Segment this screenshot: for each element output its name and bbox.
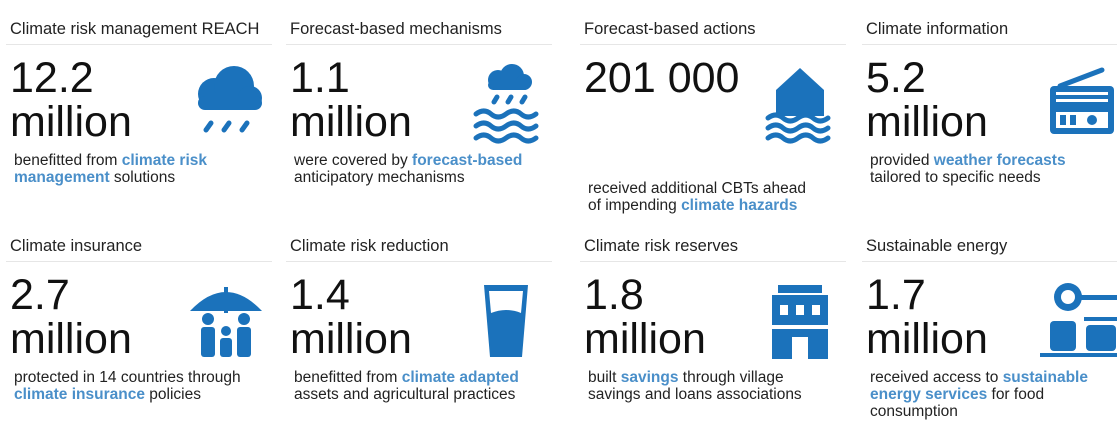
figure-value: 12.2	[10, 54, 94, 102]
text: received additional CBTs ahead of impend…	[588, 180, 806, 214]
stat-card: Climate information 5.2 million provided we…	[862, 0, 1117, 216]
text: received access to	[870, 369, 1003, 386]
stat-card: Climate insurance 2.7 million protected in …	[6, 217, 278, 433]
text: were covered by	[294, 152, 413, 169]
card-title: Forecast-based actions	[580, 14, 846, 45]
figure: 1.1 million	[290, 56, 412, 144]
text: for food consumption	[870, 386, 1045, 420]
water-glass-icon	[484, 285, 528, 357]
card-title: Climate risk reserves	[580, 231, 846, 262]
figure-value: 1.4	[290, 271, 350, 319]
figure-unit: million	[10, 315, 132, 363]
description: received access to sustainable energy se…	[870, 369, 1102, 420]
text: benefitted from	[294, 369, 402, 386]
figure-value: 201 000	[584, 54, 740, 102]
text: benefitted from	[14, 152, 122, 169]
description: benefitted from climate risk management …	[14, 152, 246, 186]
highlight: climate hazards	[681, 197, 798, 214]
house-flood-icon	[765, 68, 831, 144]
figure: 5.2 million	[866, 56, 988, 144]
figure: 1.4 million	[290, 273, 412, 361]
text: provided	[870, 152, 934, 169]
figure: 12.2 million	[10, 56, 132, 144]
stat-card: Climate risk management REACH 12.2 million…	[6, 0, 278, 216]
highlight: forecast-based	[412, 152, 523, 169]
text: through village savings and loans associ…	[588, 369, 802, 403]
card-title: Sustainable energy	[862, 231, 1117, 262]
card-title: Climate risk reduction	[286, 231, 552, 262]
figure-value: 1.7	[866, 271, 926, 319]
stat-card: Forecast-based mechanisms 1.1 million were …	[286, 0, 558, 216]
text: assets and agricultural practices	[294, 386, 516, 403]
highlight: climate adapted	[401, 369, 519, 386]
text: solutions	[109, 169, 176, 186]
rain-cloud-icon	[198, 66, 262, 133]
figure-value: 1.8	[584, 271, 644, 319]
figure-value: 5.2	[866, 54, 926, 102]
stat-card: Sustainable energy 1.7 million received acc…	[862, 217, 1117, 433]
description: benefitted from climate adapted assets a…	[294, 369, 526, 403]
figure: 201 000	[584, 56, 739, 100]
stat-card: Climate risk reduction 1.4 million benefitt…	[286, 217, 558, 433]
description: provided weather forecasts tailored to s…	[870, 152, 1102, 186]
highlight: weather forecasts	[933, 152, 1066, 169]
figure-unit: million	[290, 315, 412, 363]
figure-unit: million	[866, 98, 988, 146]
stat-card: Climate risk reserves 1.8 million built sav…	[580, 217, 852, 433]
flood-icon	[473, 64, 539, 144]
card-title: Forecast-based mechanisms	[286, 14, 552, 45]
stove-icon	[1040, 283, 1117, 357]
text: anticipatory mechanisms	[294, 169, 465, 186]
figure-unit: million	[584, 315, 706, 363]
description: received additional CBTs ahead of impend…	[588, 180, 820, 214]
radio-icon	[1050, 67, 1114, 134]
figure-value: 2.7	[10, 271, 70, 319]
text: protected in 14 countries through	[14, 369, 241, 386]
figure-unit: million	[10, 98, 132, 146]
figure: 1.8 million	[584, 273, 706, 361]
stat-card: Forecast-based actions 201 000 received ad…	[580, 0, 852, 216]
highlight: savings	[620, 369, 679, 386]
highlight: sustainable energy services	[870, 369, 1088, 403]
text: policies	[144, 386, 201, 403]
highlight: climate risk management	[14, 152, 208, 186]
card-title: Climate risk management REACH	[6, 14, 272, 45]
figure-unit: million	[866, 315, 988, 363]
card-title: Climate insurance	[6, 231, 272, 262]
umbrella-family-icon	[190, 287, 262, 357]
figure: 2.7 million	[10, 273, 132, 361]
figure: 1.7 million	[866, 273, 988, 361]
building-icon	[772, 285, 828, 359]
highlight: climate insurance	[14, 386, 145, 403]
description: were covered by forecast-based anticipat…	[294, 152, 526, 186]
description: protected in 14 countries through climat…	[14, 369, 246, 403]
figure-unit: million	[290, 98, 412, 146]
text: tailored to specific needs	[870, 169, 1041, 186]
figure-value: 1.1	[290, 54, 350, 102]
text: built	[588, 369, 621, 386]
description: built savings through village savings an…	[588, 369, 820, 403]
card-title: Climate information	[862, 14, 1117, 45]
